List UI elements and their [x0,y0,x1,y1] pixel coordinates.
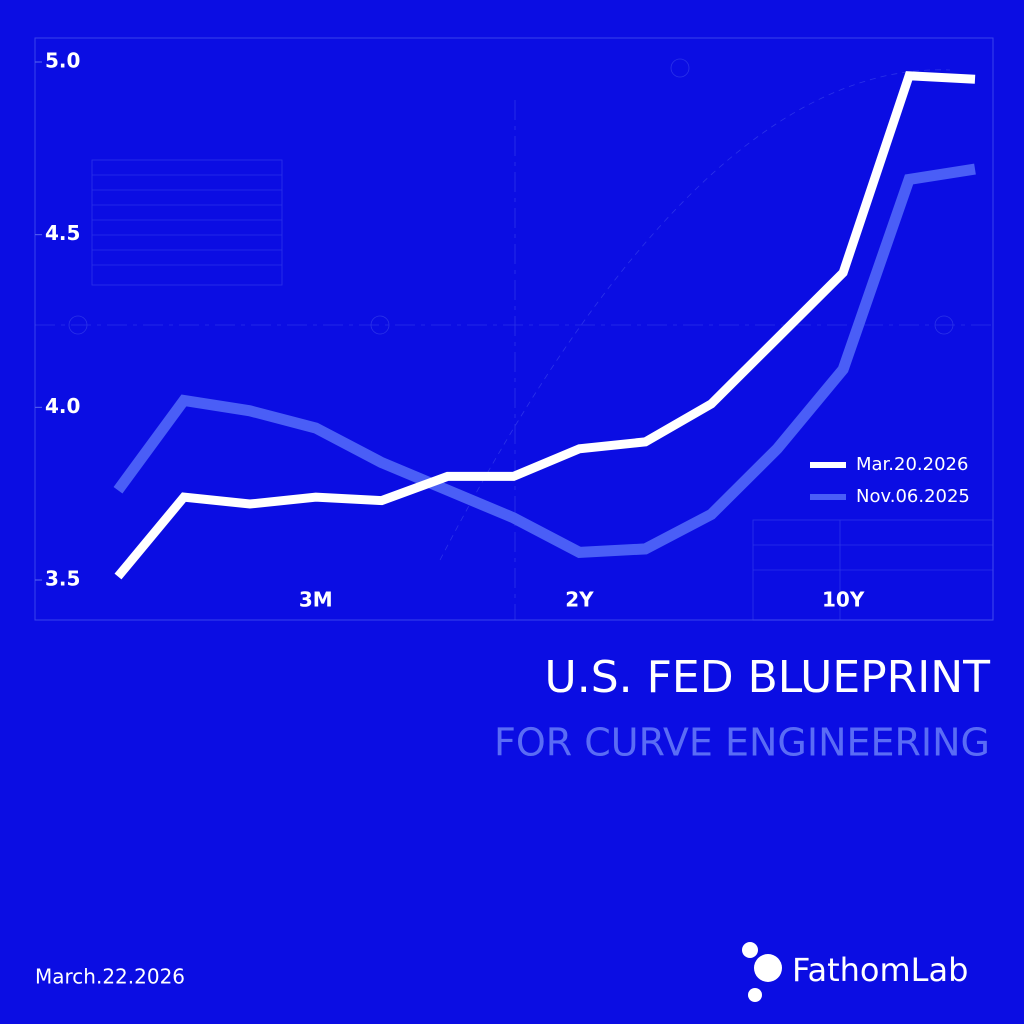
blueprint-decoration [35,58,994,621]
x-tick-label: 3M [299,588,333,612]
legend-label: Nov.06.2025 [856,486,970,507]
y-tick-label: 3.5 [45,567,80,591]
legend-item: Nov.06.2025 [810,486,970,507]
series-line [113,163,976,558]
y-tick-label: 4.5 [45,221,80,245]
y-tick-label: 5.0 [45,49,80,73]
series-line [114,71,976,580]
chart-subtitle: FOR CURVE ENGINEERING [494,721,990,765]
brand-name: FathomLab [792,951,968,989]
brand-logo [742,942,782,1002]
footer-date: March.22.2026 [35,965,185,989]
legend-item: Mar.20.2026 [810,454,968,475]
x-tick-label: 10Y [822,588,865,612]
chart-title: U.S. FED BLUEPRINT [545,652,991,703]
legend-label: Mar.20.2026 [856,454,968,475]
blueprint-frame [34,37,994,621]
x-tick-label: 2Y [565,588,594,612]
y-tick-label: 4.0 [45,394,80,418]
